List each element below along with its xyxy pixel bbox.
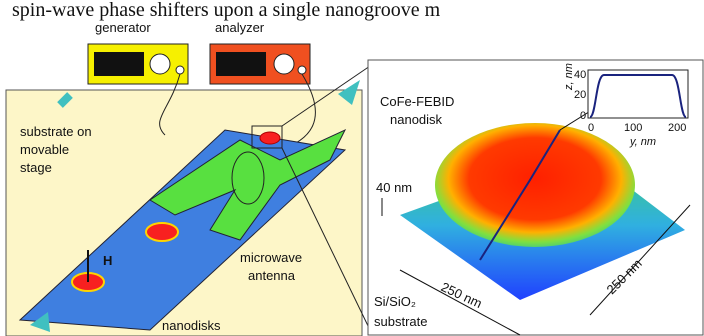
analyzer-screen [216, 52, 266, 76]
analyzer-label: analyzer [215, 20, 265, 35]
figure: spin-wave phase shifters upon a single n… [0, 0, 704, 336]
analyzer-port [298, 66, 306, 74]
y-tick-label: 20 [574, 89, 586, 101]
nanodisk-label: CoFe-FEBID [380, 94, 454, 109]
inset-frame [588, 70, 688, 118]
disk [260, 132, 280, 144]
substrate-label: movable [20, 142, 69, 157]
substrate-label: Si/SiO₂ [374, 294, 416, 309]
x-tick-label: 100 [624, 122, 642, 134]
field-label: H [103, 253, 112, 268]
generator-label: generator [95, 20, 151, 35]
disk [146, 223, 178, 241]
y-tick-label: 0 [580, 110, 586, 122]
substrate-label: stage [20, 160, 52, 175]
nanodisks-label: nanodisks [162, 318, 221, 333]
antenna-label: antenna [248, 268, 296, 283]
x-tick-label: 0 [588, 122, 594, 134]
caption: spin-wave phase shifters upon a single n… [12, 0, 441, 21]
generator-screen [94, 52, 144, 76]
afm-disk [435, 123, 635, 247]
antenna-label: microwave [240, 250, 302, 265]
substrate-label: substrate [374, 314, 427, 329]
generator-knob [150, 54, 170, 74]
substrate-label: substrate on [20, 124, 92, 139]
generator-port [176, 66, 184, 74]
height-label: 40 nm [376, 180, 412, 195]
inset-x-label: y, nm [629, 136, 656, 148]
analyzer-knob [274, 54, 294, 74]
page: spin-wave phase shifters upon a single n… [0, 0, 704, 336]
nanodisk-label: nanodisk [390, 112, 443, 127]
x-tick-label: 200 [668, 122, 686, 134]
y-tick-label: 40 [574, 69, 586, 81]
